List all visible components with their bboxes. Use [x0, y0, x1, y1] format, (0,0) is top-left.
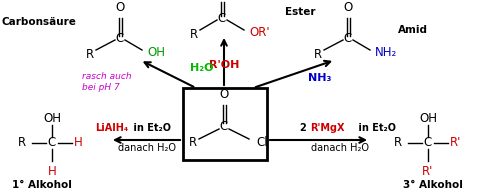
Text: C: C — [116, 32, 124, 44]
Text: C: C — [220, 121, 228, 134]
Text: OH: OH — [147, 45, 165, 58]
Text: LiAlH₄: LiAlH₄ — [95, 123, 128, 133]
Bar — [183, 88, 267, 160]
Text: C: C — [424, 136, 432, 150]
Text: R'MgX: R'MgX — [310, 123, 345, 133]
Text: C: C — [48, 136, 56, 150]
Text: O: O — [343, 1, 353, 14]
Text: Cl: Cl — [256, 136, 268, 150]
Text: R'OH: R'OH — [209, 60, 239, 70]
Text: R: R — [314, 48, 322, 60]
Text: OR': OR' — [249, 26, 269, 38]
Text: OH: OH — [43, 112, 61, 125]
Text: R': R' — [422, 165, 434, 178]
Text: C: C — [218, 12, 226, 25]
Text: in Et₂O: in Et₂O — [355, 123, 396, 133]
Text: 3° Alkohol: 3° Alkohol — [403, 180, 463, 190]
Text: Amid: Amid — [398, 25, 428, 35]
Text: R: R — [86, 48, 94, 60]
Text: Carbonsäure: Carbonsäure — [2, 17, 77, 27]
Text: 2: 2 — [300, 123, 310, 133]
Text: in Et₂O: in Et₂O — [130, 123, 171, 133]
Text: OH: OH — [419, 112, 437, 125]
Text: R: R — [190, 27, 198, 41]
Text: O: O — [115, 1, 125, 14]
Text: H₂O: H₂O — [190, 63, 214, 73]
Text: R: R — [189, 136, 197, 150]
Text: danach H₂O: danach H₂O — [311, 143, 369, 153]
Text: R: R — [394, 136, 402, 150]
Text: rasch auch
bei pH 7: rasch auch bei pH 7 — [82, 72, 132, 92]
Text: 1° Alkohol: 1° Alkohol — [12, 180, 72, 190]
Text: H: H — [74, 136, 83, 150]
Text: NH₂: NH₂ — [375, 45, 397, 58]
Text: H: H — [48, 165, 56, 178]
Text: O: O — [219, 88, 228, 101]
Text: R: R — [18, 136, 26, 150]
Text: danach H₂O: danach H₂O — [118, 143, 176, 153]
Text: Ester: Ester — [285, 7, 316, 17]
Text: NH₃: NH₃ — [308, 73, 332, 83]
Text: R': R' — [450, 136, 461, 150]
Text: C: C — [344, 32, 352, 44]
